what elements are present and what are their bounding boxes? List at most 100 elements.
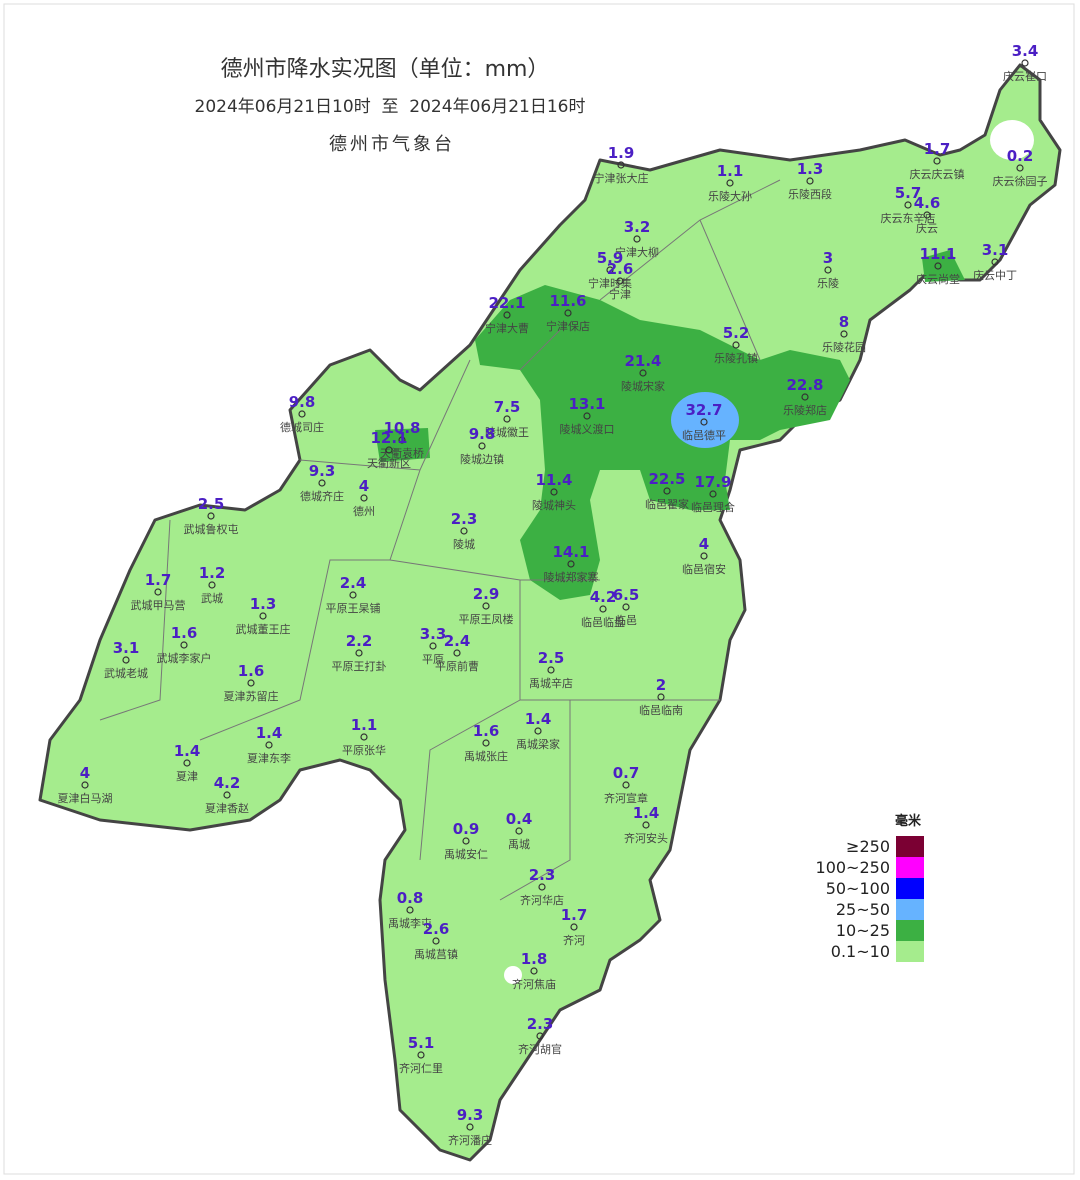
station-value: 3.1 [982, 241, 1009, 259]
station-name: 德城齐庄 [300, 489, 344, 503]
station-dot [934, 262, 942, 270]
region-dark [922, 250, 965, 282]
station-name: 宁津张大庄 [594, 171, 649, 185]
station-dot [536, 1032, 544, 1040]
station-value: 10.8 [383, 419, 420, 437]
station-dot [616, 277, 624, 285]
station-value: 9.8 [289, 393, 316, 411]
legend-swatch [896, 920, 924, 941]
station-value: 4.2 [214, 774, 241, 792]
region-blue [671, 392, 739, 448]
legend-label: 0.1~10 [831, 942, 890, 961]
county-borders [99, 179, 781, 901]
station-name: 夏津 [176, 770, 198, 783]
station-dot [622, 781, 630, 789]
station-dot [538, 883, 546, 891]
station-value: 4 [699, 535, 709, 553]
station-dot [806, 177, 814, 185]
station-value: 1.1 [351, 716, 378, 734]
legend-swatch [896, 878, 924, 899]
station-name: 宁津时集 [588, 276, 632, 290]
station-dot [663, 487, 671, 495]
station-value: 2.9 [473, 585, 500, 603]
legend-label: 50~100 [826, 879, 890, 898]
issuer: 德州市气象台 [329, 134, 455, 155]
station-dot [432, 937, 440, 945]
station-name: 天衢新区 [367, 456, 411, 470]
station-value: 2.2 [346, 632, 373, 650]
station-dot [478, 442, 486, 450]
station-value: 8 [839, 313, 849, 331]
station-dot [732, 341, 740, 349]
station-name: 庆云庆云镇 [910, 167, 965, 181]
station-dot [530, 967, 538, 975]
station-dot [639, 369, 647, 377]
station-dot [482, 739, 490, 747]
station-name: 庆云崔口 [1003, 69, 1047, 83]
station-name: 齐河胡官 [518, 1042, 562, 1056]
station-dot [700, 418, 708, 426]
station-dot [564, 309, 572, 317]
station-name: 天衢袁桥 [380, 447, 424, 460]
station-value: 11.1 [919, 245, 956, 263]
station-value: 4 [359, 477, 369, 495]
station-value: 1.8 [521, 950, 548, 968]
station-dot [622, 603, 630, 611]
station-name: 禹城张庄 [464, 749, 508, 763]
station-dot [801, 393, 809, 401]
station-value: 1.7 [561, 906, 588, 924]
station-dot [223, 791, 231, 799]
station-value: 7.5 [494, 398, 521, 416]
station-name: 临邑临盘 [581, 615, 625, 629]
station-dot [657, 693, 665, 701]
station-dot [503, 415, 511, 423]
station-name: 平原王凤楼 [459, 612, 514, 626]
station-value: 2.4 [444, 632, 471, 650]
station-dot [360, 494, 368, 502]
station-dot [180, 641, 188, 649]
station-name: 平原 [422, 653, 444, 666]
station-dot [398, 436, 406, 444]
station-name: 临邑 [615, 613, 637, 627]
station-name: 禹城 [508, 838, 530, 851]
station-dot [429, 642, 437, 650]
station-value: 2.3 [451, 510, 478, 528]
station-name: 禹城安仁 [444, 847, 488, 861]
station-name: 齐河宣章 [604, 791, 648, 805]
station-dot [515, 827, 523, 835]
station-name: 临邑宿安 [682, 562, 726, 576]
station-dot [700, 552, 708, 560]
station-value: 3.3 [420, 625, 447, 643]
station-value: 4.6 [914, 194, 941, 212]
legend-title: 毫米 [895, 813, 922, 829]
title: 德州市降水实况图（单位：mm） [221, 57, 550, 82]
station-dot [318, 479, 326, 487]
legend-swatch [896, 899, 924, 920]
station-value: 1.1 [717, 162, 744, 180]
station-dot [583, 412, 591, 420]
station-value: 1.2 [199, 564, 226, 582]
station-name: 禹城李屯 [388, 916, 432, 930]
station-dot [349, 591, 357, 599]
station-name: 武城老城 [104, 667, 148, 680]
station-value: 0.4 [506, 810, 533, 828]
station-value: 1.4 [256, 724, 283, 742]
station-value: 0.2 [1007, 147, 1034, 165]
station-dot [81, 781, 89, 789]
legend-label: ≥250 [846, 837, 890, 856]
station-dot [840, 330, 848, 338]
station-name: 武城董王庄 [236, 622, 291, 636]
station-value: 32.7 [685, 401, 722, 419]
station-name: 临邑临南 [639, 703, 683, 717]
station-value: 1.3 [250, 595, 277, 613]
station-name: 夏津白马湖 [58, 791, 113, 805]
station-name: 禹城辛店 [529, 676, 573, 690]
station-dot [606, 266, 614, 274]
station-name: 禹城莒镇 [414, 947, 458, 961]
station-value: 1.6 [473, 722, 500, 740]
legend-swatch [896, 941, 924, 962]
station-name: 临邑翟家 [645, 497, 689, 511]
station-dot [385, 446, 393, 454]
station-name: 齐河潘庄 [448, 1133, 492, 1147]
station-name: 武城甲马营 [131, 598, 186, 612]
